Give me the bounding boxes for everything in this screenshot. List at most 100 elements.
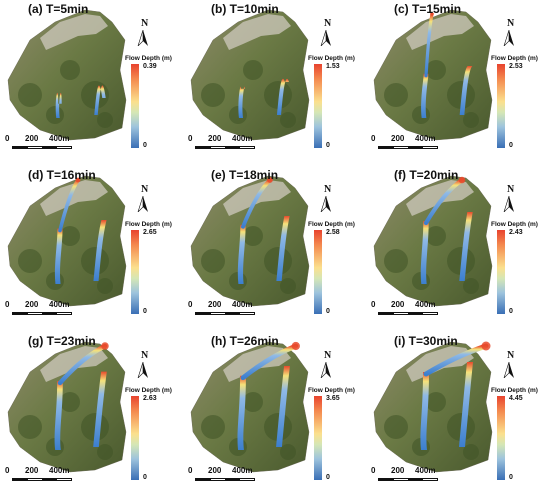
scale-label: 200 xyxy=(391,300,405,309)
panel-title: (h) T=26min xyxy=(211,334,279,348)
scale-bar xyxy=(378,146,438,149)
legend-min-value: 0 xyxy=(143,474,147,481)
flow-max-depth-spot xyxy=(101,342,109,350)
scale-label: 400m xyxy=(415,300,436,309)
panel-title: (d) T=16min xyxy=(28,168,96,182)
panel-title: (g) T=23min xyxy=(28,334,96,348)
map-panel: (c) T=15min N Flow Depth (m) 2.53 0 0 200 400m xyxy=(366,0,549,165)
legend-color-bar xyxy=(497,396,505,480)
scale-bar xyxy=(378,312,438,315)
flow-channel-right xyxy=(93,220,107,281)
vegetation-patch xyxy=(426,392,446,412)
flow-channel-right xyxy=(276,216,290,281)
north-label: N xyxy=(324,350,332,361)
map-panel: (d) T=16min N Flow Depth (m) 2.65 0 0 200 400m xyxy=(0,166,183,331)
flow-channel-right xyxy=(276,78,290,115)
north-arrow-icon xyxy=(503,362,514,378)
map-panel: (f) T=20min N Flow Depth (m) 2.43 0 0 200 400m xyxy=(366,166,549,331)
scale-label: 400m xyxy=(49,466,70,475)
legend-min-value: 0 xyxy=(509,308,513,315)
vegetation-patch xyxy=(447,247,475,275)
vegetation-patch xyxy=(81,247,109,275)
map-panel: (h) T=26min N Flow Depth (m) 3.65 0 0 200 400m xyxy=(183,332,366,497)
legend-color-bar xyxy=(314,396,322,480)
north-arrow-icon xyxy=(320,196,331,212)
legend-title: Flow Depth (m) xyxy=(491,387,538,394)
scale-label: 400m xyxy=(232,134,253,143)
scale-label: 0 xyxy=(188,466,193,475)
legend-title: Flow Depth (m) xyxy=(308,55,355,62)
flow-upstream xyxy=(423,343,489,377)
north-label: N xyxy=(141,184,149,195)
vegetation-patch xyxy=(243,226,263,246)
legend-min-value: 0 xyxy=(143,142,147,149)
scale-label: 0 xyxy=(188,134,193,143)
north-label: N xyxy=(507,184,515,195)
scale-bar xyxy=(195,478,255,481)
terrain-map xyxy=(7,175,127,307)
flow-upstream xyxy=(424,12,434,78)
legend-title: Flow Depth (m) xyxy=(125,55,172,62)
vegetation-patch xyxy=(463,112,479,128)
flow-channel-right xyxy=(93,371,107,447)
vegetation-patch xyxy=(229,106,247,124)
terrain-map xyxy=(373,341,493,473)
scale-bar xyxy=(195,312,255,315)
flow-channel-left xyxy=(420,221,429,284)
scale-label: 0 xyxy=(5,466,10,475)
scale-label: 200 xyxy=(25,300,39,309)
legend-color-bar xyxy=(131,396,139,480)
north-label: N xyxy=(507,350,515,361)
scale-label: 200 xyxy=(208,466,222,475)
north-label: N xyxy=(324,184,332,195)
legend-color-bar xyxy=(497,64,505,148)
legend-color-bar xyxy=(131,230,139,314)
north-label: N xyxy=(141,18,149,29)
vegetation-patch xyxy=(384,415,408,439)
legend-max-value: 2.58 xyxy=(326,229,340,236)
vegetation-patch xyxy=(447,81,475,109)
terrain-map xyxy=(7,9,127,141)
vegetation-patch xyxy=(60,60,80,80)
legend-title: Flow Depth (m) xyxy=(125,387,172,394)
scale-bar xyxy=(12,146,72,149)
scale-label: 0 xyxy=(5,134,10,143)
terrain-map xyxy=(190,341,310,473)
scale-label: 200 xyxy=(391,134,405,143)
map-panel: (i) T=30min N Flow Depth (m) 4.45 0 0 200 400m xyxy=(366,332,549,497)
terrain-map xyxy=(190,175,310,307)
flow-channel-left xyxy=(54,381,63,450)
vegetation-patch xyxy=(81,413,109,441)
legend-min-value: 0 xyxy=(326,142,330,149)
vegetation-patch xyxy=(463,444,479,460)
legend-title: Flow Depth (m) xyxy=(125,221,172,228)
north-arrow-icon xyxy=(503,30,514,46)
north-arrow-icon xyxy=(137,196,148,212)
scale-label: 0 xyxy=(371,134,376,143)
flow-max-depth-spot xyxy=(481,341,491,351)
vegetation-patch xyxy=(60,392,80,412)
scale-label: 400m xyxy=(232,466,253,475)
panel-title: (e) T=18min xyxy=(211,168,279,182)
flow-channel-left xyxy=(238,86,246,118)
panel-title: (b) T=10min xyxy=(211,2,279,16)
legend-min-value: 0 xyxy=(326,308,330,315)
legend-color-bar xyxy=(131,64,139,148)
scale-label: 200 xyxy=(208,300,222,309)
terrain-map xyxy=(373,9,493,141)
vegetation-patch xyxy=(280,112,296,128)
vegetation-patch xyxy=(97,112,113,128)
scale-label: 200 xyxy=(208,134,222,143)
scale-label: 200 xyxy=(391,466,405,475)
panel-title: (a) T=5min xyxy=(28,2,89,16)
scale-label: 400m xyxy=(49,300,70,309)
map-panel: (e) T=18min N Flow Depth (m) 2.58 0 0 200 400m xyxy=(183,166,366,331)
map-panel: (g) T=23min N Flow Depth (m) 2.63 0 0 200 400m xyxy=(0,332,183,497)
terrain-map xyxy=(7,341,127,473)
panel-title: (c) T=15min xyxy=(394,2,462,16)
north-label: N xyxy=(507,18,515,29)
vegetation-patch xyxy=(280,444,296,460)
vegetation-patch xyxy=(60,226,80,246)
settlement-area xyxy=(223,14,291,50)
